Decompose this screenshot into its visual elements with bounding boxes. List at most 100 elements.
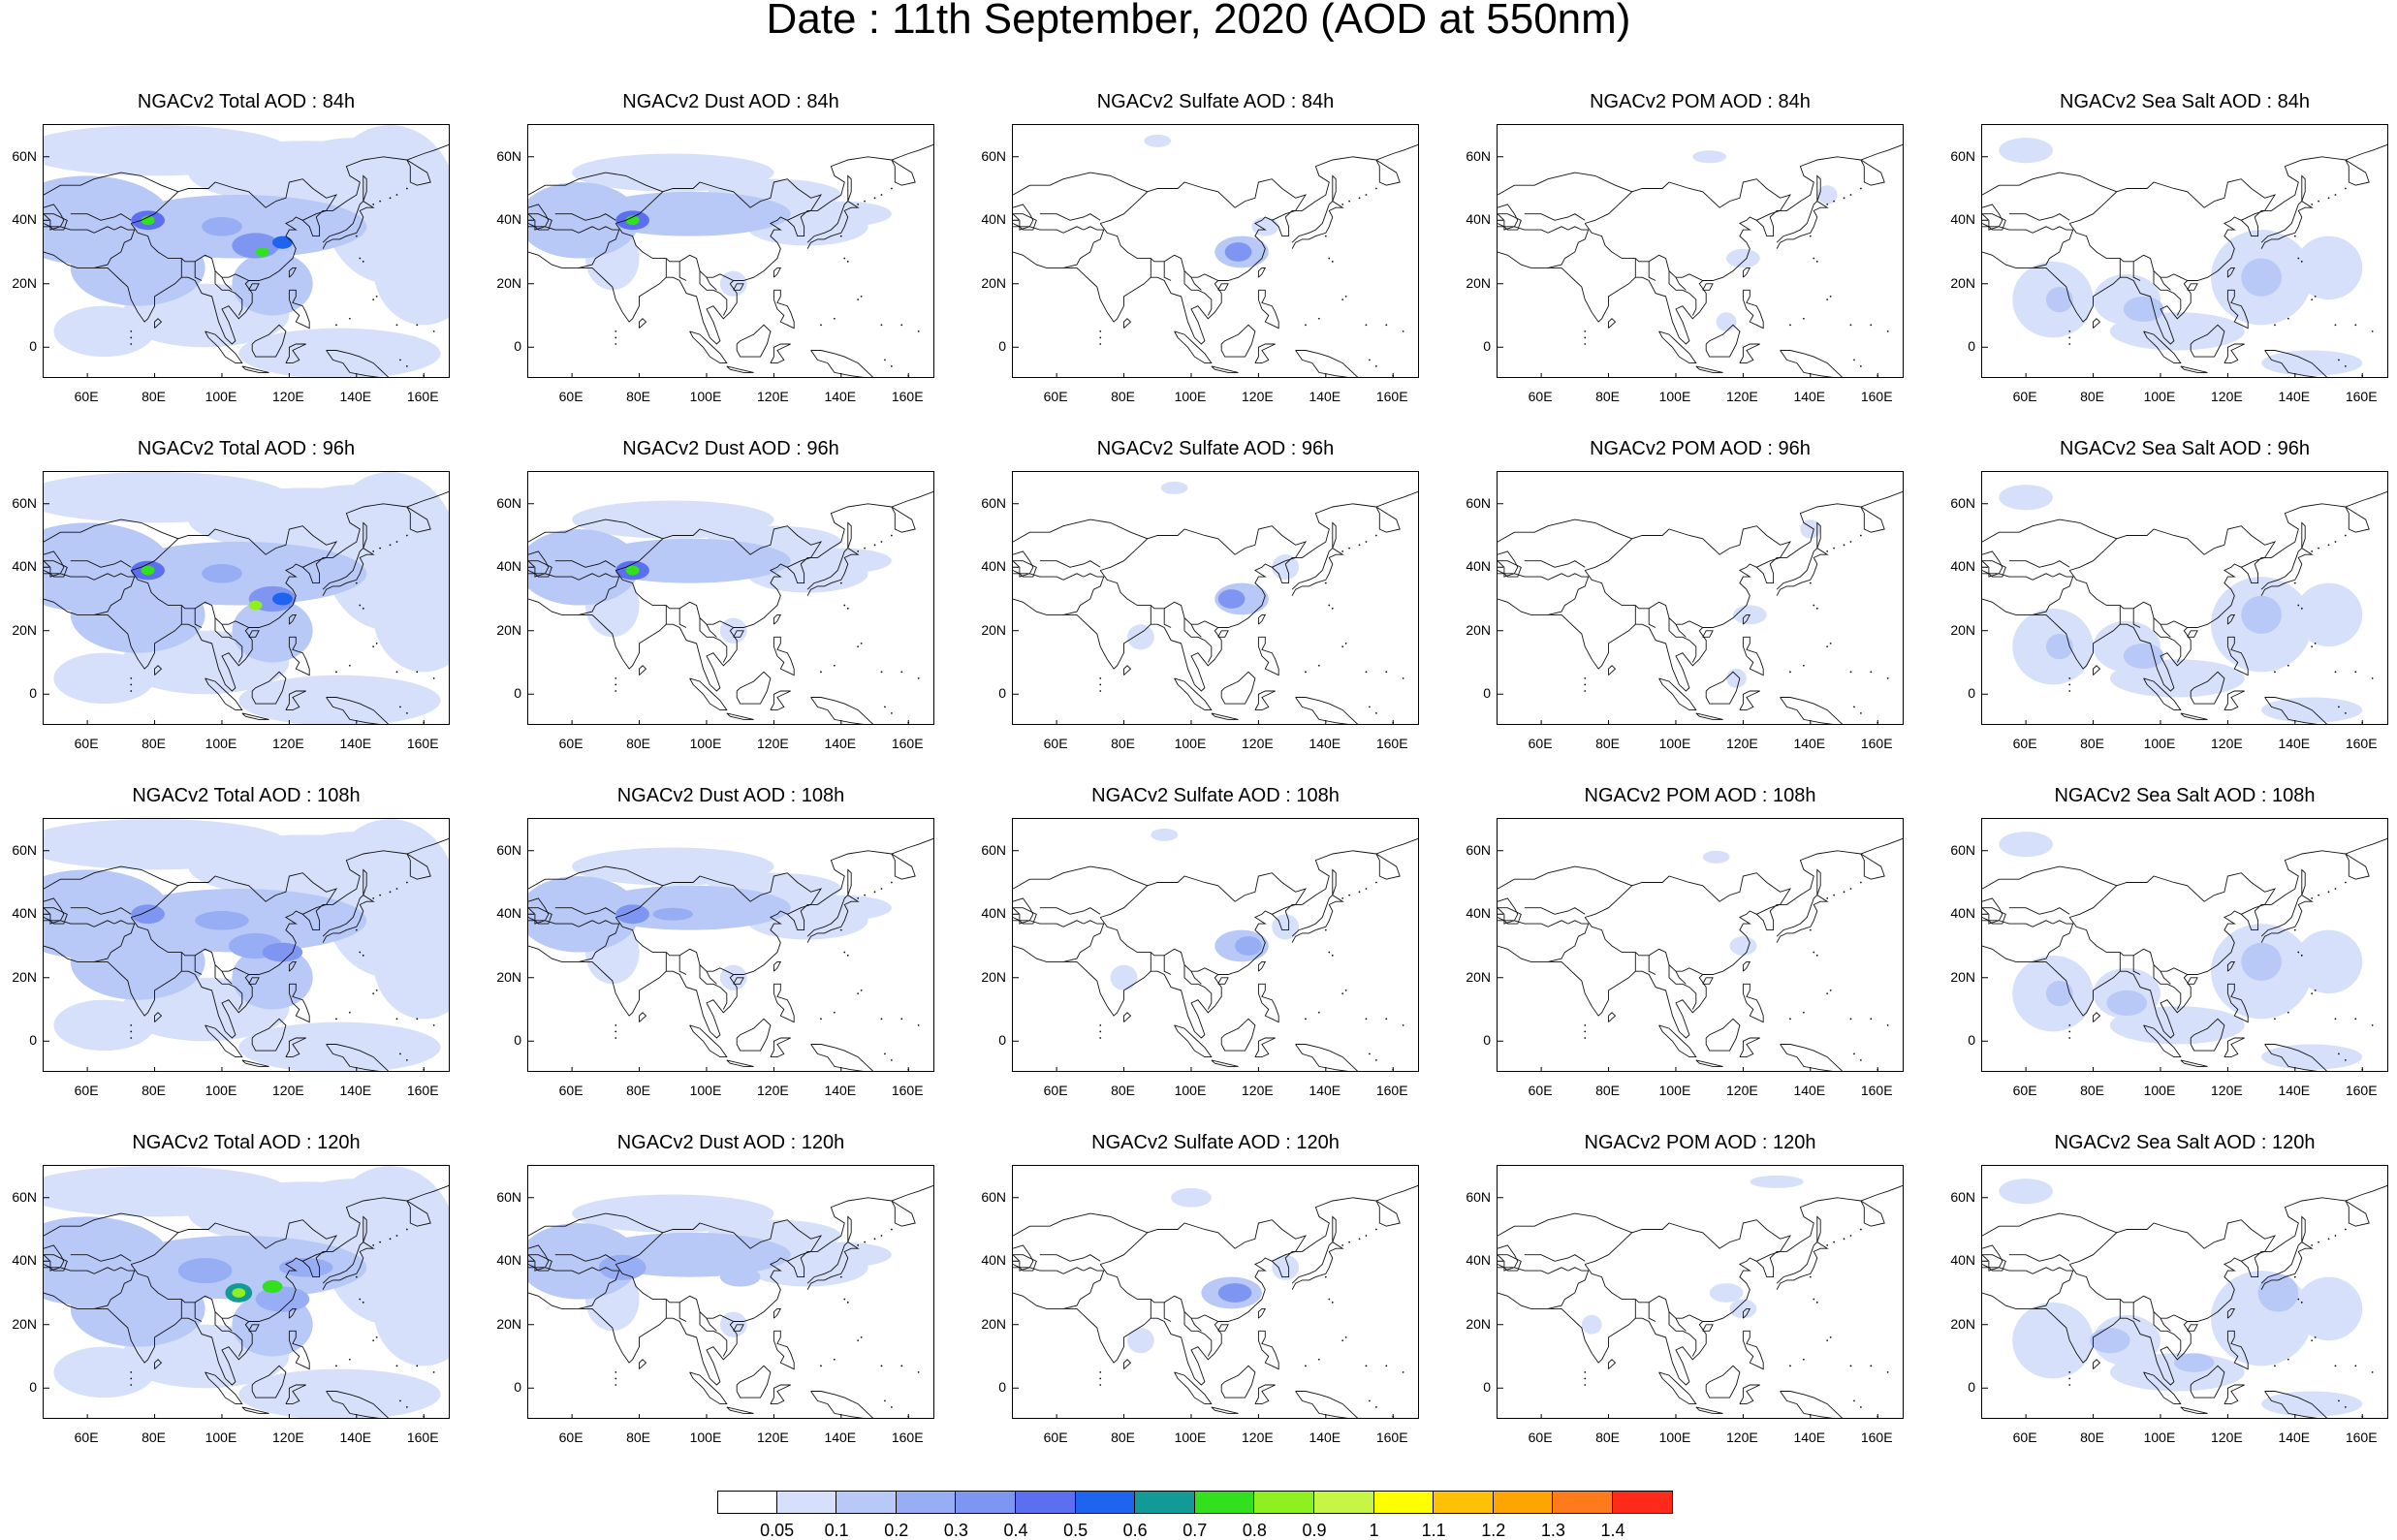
island	[820, 671, 822, 674]
panel-title: NGACv2 POM AOD : 108h	[1584, 785, 1816, 806]
map-panel: NGACv2 POM AOD : 96h 60N 40N 20N 0 60E 80E 100E…	[1454, 434, 1909, 754]
aod-contour	[53, 999, 155, 1052]
coastline	[2226, 1307, 2236, 1319]
coastline	[1013, 865, 1148, 890]
coastline	[554, 1254, 616, 1262]
island	[2068, 343, 2071, 345]
coastline	[1220, 324, 1256, 358]
coastline	[1013, 172, 1148, 196]
island	[2344, 712, 2347, 714]
lat-label: 20N	[1466, 274, 1491, 291]
lat-label: 0	[1483, 685, 1491, 702]
coastline	[1524, 1254, 1586, 1262]
island	[833, 317, 836, 320]
coastline	[1739, 1037, 1760, 1058]
island	[615, 1030, 617, 1033]
coastline	[773, 636, 795, 676]
coastline	[285, 1384, 306, 1405]
lon-label: 80E	[1111, 1430, 1135, 1445]
coastline	[1254, 1037, 1276, 1058]
island	[1358, 197, 1361, 200]
island	[372, 992, 375, 995]
lat-label: 20N	[496, 1315, 521, 1332]
coastline	[1163, 1302, 1172, 1322]
coastline	[2190, 324, 2225, 358]
lon-label: 60E	[74, 1083, 99, 1098]
coastline	[1498, 550, 1519, 578]
island	[1826, 896, 1829, 899]
island	[1099, 330, 1102, 332]
coastline	[2093, 1012, 2101, 1022]
coastline	[248, 630, 260, 638]
aod-contour	[2090, 1328, 2130, 1354]
island	[880, 1235, 883, 1237]
panel-title: NGACv2 Sea Salt AOD : 84h	[2060, 91, 2310, 112]
island	[2311, 992, 2314, 995]
island	[130, 1370, 133, 1373]
island	[1365, 671, 1368, 674]
aod-field	[44, 1166, 449, 1418]
lat-label: 0	[514, 1032, 521, 1049]
coastline	[2180, 365, 2208, 373]
island	[1385, 1018, 1388, 1021]
coastline	[2093, 665, 2101, 676]
island	[917, 330, 920, 332]
aod-contour	[1127, 624, 1154, 650]
lat-label: 60N	[1466, 1188, 1491, 1205]
coastline	[44, 865, 178, 890]
aod-contour	[2241, 942, 2282, 982]
coastline	[736, 1018, 772, 1052]
coastline	[131, 178, 338, 224]
island	[2274, 1365, 2276, 1367]
lon-label: 120E	[1726, 1083, 1758, 1098]
aod-contour	[1217, 589, 1246, 609]
island	[2344, 881, 2347, 884]
coastline	[44, 226, 115, 234]
lat-label: 60N	[496, 841, 521, 858]
island	[1328, 951, 1331, 954]
island	[1324, 928, 1327, 931]
coastline	[2226, 267, 2236, 278]
island	[1341, 1339, 1344, 1342]
lat-label: 60N	[981, 494, 1006, 511]
aod-contour	[272, 236, 293, 249]
coastline	[1982, 226, 2054, 234]
coastline	[736, 324, 772, 358]
map-panel: NGACv2 POM AOD : 120h 60N 40N 20N 0 60E 80E 100…	[1454, 1128, 1909, 1448]
lon-label: 160E	[1860, 1430, 1893, 1445]
island	[1584, 676, 1587, 679]
island	[1886, 676, 1889, 679]
lat-label: 60N	[981, 841, 1006, 858]
coastline	[1739, 343, 1760, 364]
coastline	[1013, 573, 1085, 581]
coastline	[1705, 1018, 1741, 1052]
lat-label: 40N	[1466, 905, 1491, 922]
lat-label: 20N	[12, 621, 37, 638]
colorbar-label: 1.4	[1600, 1521, 1625, 1540]
lon-label: 160E	[1860, 736, 1893, 751]
coastline	[1982, 550, 2003, 578]
colorbar-label: 0.8	[1242, 1521, 1267, 1540]
coastline	[1498, 1244, 1519, 1272]
coastline	[1705, 1365, 1741, 1399]
island	[2344, 365, 2347, 367]
coastline	[1190, 970, 1202, 985]
lon-label: 120E	[1726, 389, 1758, 404]
island	[890, 534, 893, 537]
coastline	[1816, 174, 1821, 202]
island	[1317, 664, 1320, 667]
aod-contour	[44, 819, 290, 870]
aod-contour	[289, 832, 425, 883]
coastline	[1013, 897, 1034, 925]
lat-label: 40N	[496, 211, 521, 228]
coastline	[1742, 636, 1764, 676]
panel-title: NGACv2 Sulfate AOD : 96h	[1096, 438, 1335, 459]
coastline	[1982, 172, 2117, 196]
colorbar-swatch	[1313, 1491, 1374, 1514]
lon-label: 100E	[1658, 1430, 1691, 1445]
coastline	[154, 1012, 163, 1022]
island	[2338, 1053, 2340, 1055]
coastline	[205, 1024, 243, 1058]
aod-contour	[70, 230, 205, 306]
island	[857, 992, 860, 995]
